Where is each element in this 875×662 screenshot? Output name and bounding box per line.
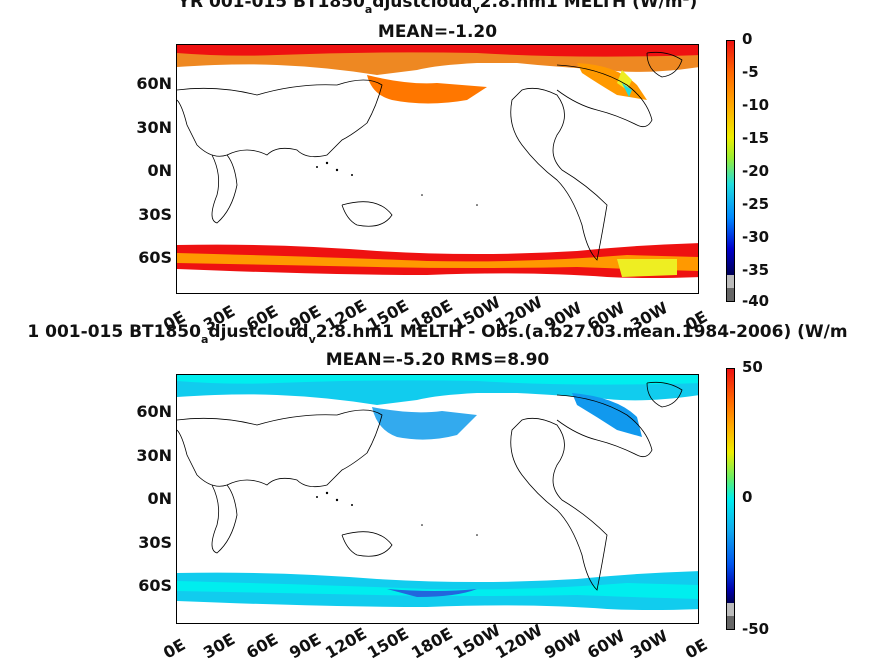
panel1-mean: MEAN=-1.20 (377, 22, 498, 42)
lat-label: 60N (136, 74, 172, 93)
lat-label: 30S (138, 205, 172, 224)
lat-label: 60N (136, 402, 172, 421)
lat-label: 60S (138, 248, 172, 267)
lat-label: 0N (147, 489, 172, 508)
panel1-lat-axis: 60N 30N 0N 30S 60S (100, 44, 172, 294)
lon-label: 30E (200, 629, 239, 662)
colorbar-tick: -40 (742, 292, 770, 310)
colorbar-tick: -15 (742, 129, 770, 147)
colorbar-tick: -5 (742, 63, 759, 81)
panel2-title: 1 001-015 BT1850adjustcloudv2.8.hm1 MELT… (27, 322, 848, 346)
panel1-map-svg (177, 45, 698, 278)
lon-label: 150E (364, 623, 412, 662)
panel2-lat-axis: 60N 30N 0N 30S 60S (100, 374, 172, 624)
colorbar-tick: -30 (742, 228, 770, 246)
colorbar-tick: -20 (742, 162, 770, 180)
lon-label: 180E (408, 623, 456, 662)
lon-label: 90E (286, 629, 325, 662)
panel2-mean-rms: MEAN=-5.20 RMS=8.90 (325, 350, 550, 370)
colorbar-tick: -10 (742, 96, 770, 114)
lon-label: 120E (322, 623, 370, 662)
panel2-map-svg (177, 375, 698, 610)
lat-label: 30N (136, 446, 172, 465)
colorbar-tick: -25 (742, 195, 770, 213)
panel1-title: YR 001-015 BT1850adjustcloudv2.8.hm1 MEL… (177, 0, 698, 16)
panel1-map (176, 44, 699, 294)
lon-label: 60W (584, 626, 629, 662)
colorbar-tick: 0 (742, 488, 753, 506)
panel2-colorbar (726, 368, 735, 630)
colorbar-tick: 0 (742, 30, 753, 48)
lat-label: 30S (138, 533, 172, 552)
lon-label: 0E (682, 634, 711, 662)
panel1-colorbar (726, 40, 735, 302)
lat-label: 30N (136, 118, 172, 137)
colorbar-tick: -50 (742, 620, 770, 638)
lat-label: 0N (147, 161, 172, 180)
lon-label: 30W (627, 626, 672, 662)
lon-label: 0E (160, 634, 189, 662)
colorbar-tick: 50 (742, 358, 763, 376)
lon-label: 60E (243, 629, 282, 662)
colorbar-tick: -35 (742, 261, 770, 279)
panel2-map (176, 374, 699, 624)
lat-label: 60S (138, 576, 172, 595)
lon-label: 90W (541, 626, 586, 662)
